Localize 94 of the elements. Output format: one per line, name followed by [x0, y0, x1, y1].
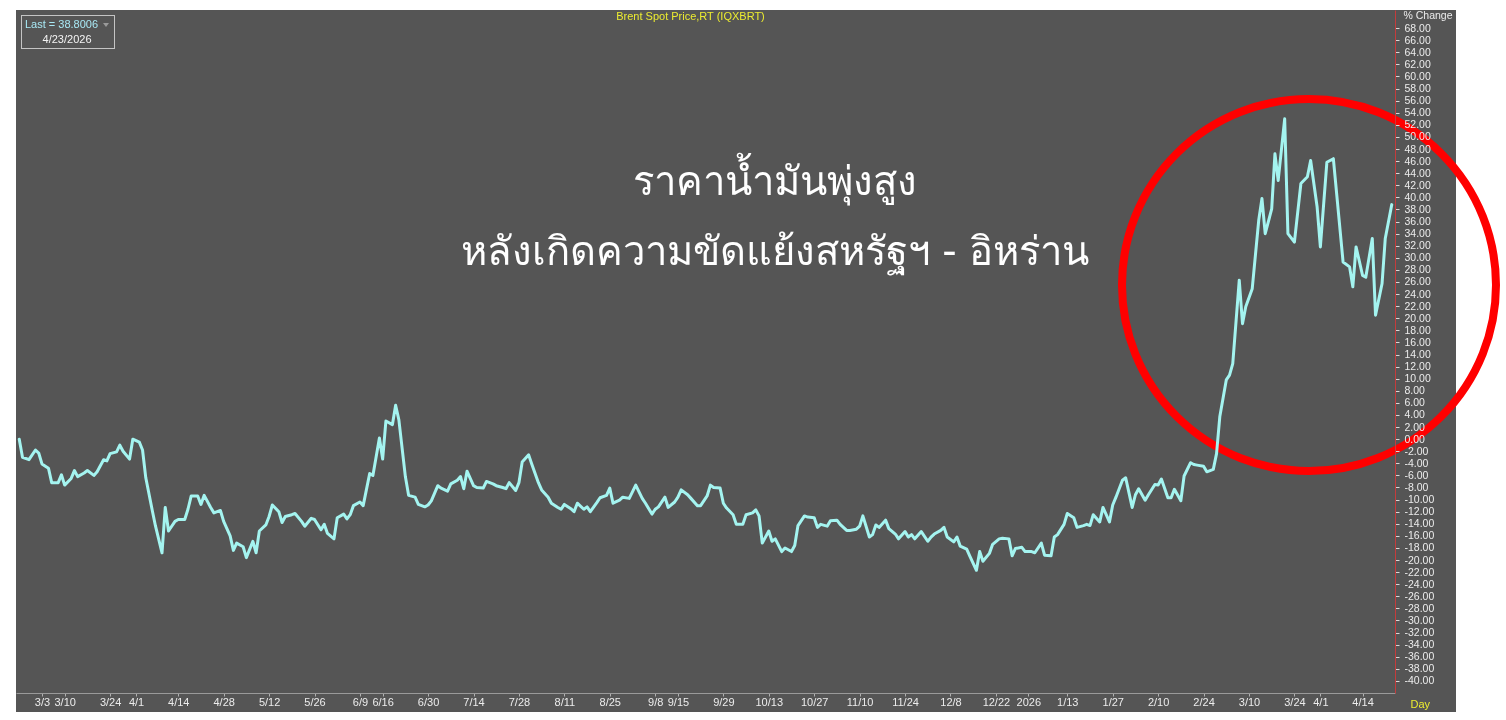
y-tick-label: 32.00	[1404, 239, 1431, 252]
y-tick-label: 38.00	[1404, 202, 1431, 215]
y-tick-label: -24.00	[1404, 577, 1435, 590]
y-tick-label: 6.00	[1404, 396, 1426, 409]
y-tick-label: -32.00	[1404, 626, 1435, 639]
y-tick-label: -16.00	[1404, 529, 1435, 542]
annotation: 4/23/2026	[42, 33, 92, 45]
y-tick-label: 60.00	[1404, 69, 1431, 82]
y-tick-label: -38.00	[1404, 662, 1435, 675]
y-tick-label: 28.00	[1404, 263, 1431, 276]
x-tick-label: 10/27	[800, 695, 829, 708]
y-tick-label: 18.00	[1404, 323, 1431, 336]
x-tick-label: 1/27	[1102, 695, 1124, 708]
x-tick-label: 6/9	[352, 695, 369, 708]
y-tick-label: -18.00	[1404, 541, 1435, 554]
y-tick-label: -2.00	[1404, 444, 1429, 457]
y-tick-label: 26.00	[1404, 275, 1431, 288]
y-tick-label: 64.00	[1404, 45, 1431, 58]
y-tick-label: 4.00	[1404, 408, 1426, 421]
y-tick-label: -6.00	[1404, 468, 1429, 481]
y-tick-label: 68.00	[1404, 21, 1431, 34]
y-tick-label: -40.00	[1404, 674, 1435, 687]
x-tick-label: 11/24	[892, 695, 919, 708]
x-tick-label: 6/16	[372, 695, 394, 708]
annotation: Last = 38.8006	[25, 18, 99, 30]
x-tick-label: 4/14	[168, 695, 190, 708]
x-tick-label: 3/24	[1284, 695, 1306, 708]
x-tick-label: 4/1	[128, 695, 145, 708]
x-tick-label: 3/10	[54, 695, 76, 708]
y-tick-label: 40.00	[1404, 190, 1431, 203]
y-tick-label: -12.00	[1404, 505, 1435, 518]
x-tick-label: 6/30	[417, 695, 440, 708]
x-tick-label: 9/15	[667, 695, 690, 708]
y-tick-label: -34.00	[1404, 638, 1435, 651]
x-tick-label: 4/1	[1313, 695, 1329, 708]
annotation: ราคาน้ำมันพุ่งสูง	[632, 151, 918, 208]
x-axis-title: Day	[1410, 697, 1431, 710]
y-tick-label: 62.00	[1404, 57, 1431, 70]
x-tick-label: 3/10	[1238, 695, 1261, 708]
x-tick-label: 5/12	[258, 695, 281, 708]
x-tick-label: 2026	[1016, 695, 1042, 708]
y-tick-label: -36.00	[1404, 650, 1435, 663]
y-tick-label: -14.00	[1404, 517, 1435, 530]
y-tick-label: 58.00	[1404, 82, 1431, 95]
y-tick-label: 44.00	[1404, 166, 1431, 179]
y-tick-label: 46.00	[1404, 154, 1431, 167]
x-tick-label: 7/28	[508, 695, 531, 708]
x-tick-label: 12/8	[940, 695, 962, 708]
y-tick-label: -10.00	[1404, 493, 1435, 506]
y-tick-label: 10.00	[1404, 372, 1431, 385]
x-tick-label: 2/10	[1147, 695, 1170, 708]
chart-title: Brent Spot Price,RT (IQXBRT)	[616, 10, 765, 22]
x-tick-label: 12/22	[982, 695, 1011, 708]
y-tick-label: 24.00	[1404, 287, 1431, 300]
y-tick-label: 54.00	[1404, 106, 1431, 119]
annotation: หลังเกิดความขัดแย้งสหรัฐฯ - อิหร่าน	[459, 227, 1091, 278]
y-tick-label: 14.00	[1404, 348, 1431, 361]
x-tick-label: 3/24	[99, 695, 122, 708]
y-tick-label: 50.00	[1404, 130, 1431, 143]
y-tick-label: -20.00	[1404, 553, 1435, 566]
y-tick-label: 48.00	[1404, 142, 1431, 155]
y-tick-label: 36.00	[1404, 215, 1431, 228]
y-tick-label: 8.00	[1404, 384, 1426, 397]
x-tick-label: 3/3	[34, 695, 51, 708]
x-tick-label: 8/11	[554, 695, 576, 708]
y-tick-label: 66.00	[1404, 33, 1431, 46]
y-tick-label: 2.00	[1404, 420, 1426, 433]
y-tick-label: 56.00	[1404, 94, 1431, 107]
line-series	[17, 117, 1394, 572]
x-tick-label: 11/10	[846, 695, 874, 708]
x-tick-label: 8/25	[599, 695, 621, 708]
y-tick-label: 42.00	[1404, 178, 1431, 191]
y-tick-label: -26.00	[1404, 589, 1435, 602]
y-tick-label: 30.00	[1404, 251, 1431, 264]
x-tick-label: 1/13	[1057, 695, 1079, 708]
y-tick-label: -22.00	[1404, 565, 1435, 578]
x-tick-label: 10/13	[755, 695, 784, 708]
y-tick-label: 20.00	[1404, 311, 1431, 324]
y-axis-title: % Change	[1403, 8, 1453, 21]
x-tick-label: 2/24	[1193, 695, 1215, 708]
x-tick-label: 5/26	[304, 695, 326, 708]
y-tick-label: -4.00	[1404, 456, 1429, 469]
y-tick-label: 34.00	[1404, 227, 1431, 240]
y-tick-label: -30.00	[1404, 613, 1435, 626]
x-tick-label: 9/8	[648, 695, 664, 708]
x-tick-label: 7/14	[463, 695, 485, 708]
y-tick-label: -8.00	[1404, 481, 1429, 493]
x-tick-label: 4/28	[213, 695, 235, 708]
y-tick-label: -28.00	[1404, 601, 1435, 614]
y-tick-label: 16.00	[1404, 335, 1431, 348]
x-tick-label: 4/14	[1352, 695, 1374, 708]
y-tick-label: 22.00	[1404, 299, 1431, 312]
y-tick-label: 12.00	[1404, 360, 1431, 373]
x-tick-label: 9/29	[713, 695, 735, 708]
